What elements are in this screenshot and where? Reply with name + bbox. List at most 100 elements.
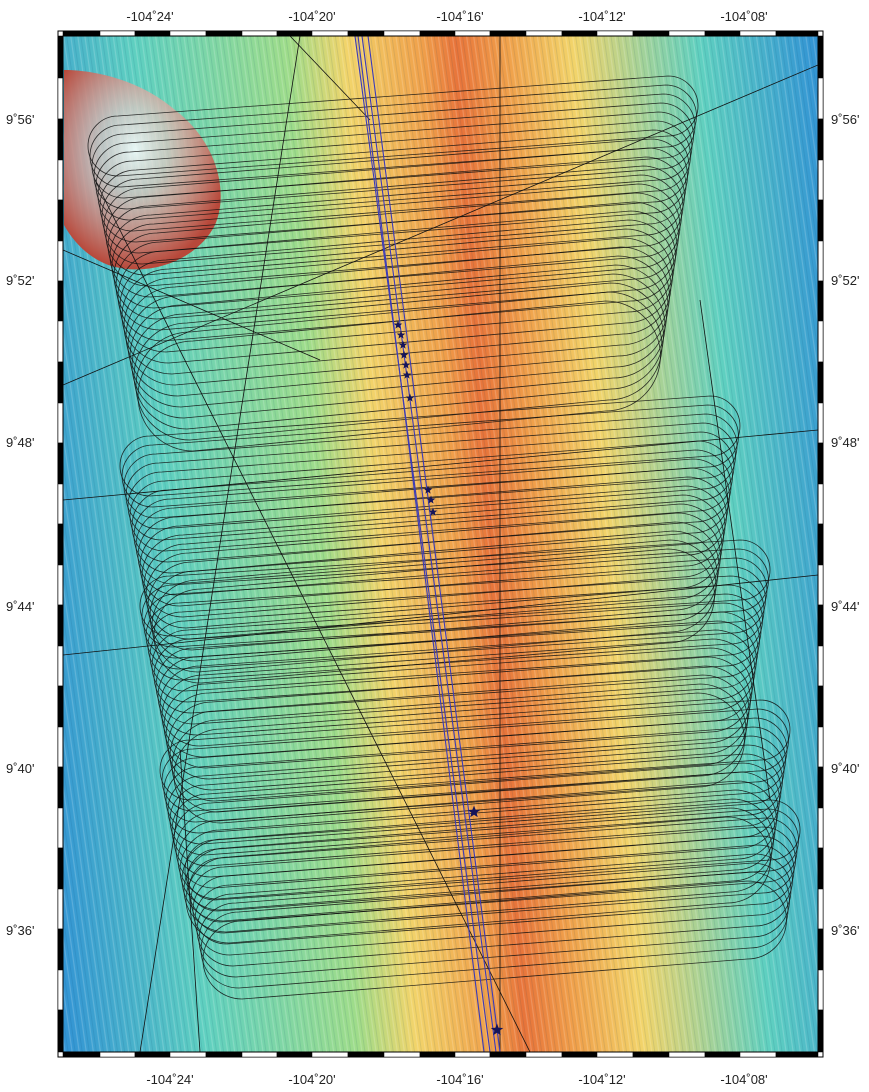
frame-bar-top (347, 30, 385, 37)
survey-track (200, 871, 789, 989)
event-star (490, 1023, 504, 1036)
axis-track (354, 36, 491, 1052)
survey-track (159, 699, 791, 801)
bottom-lon-label: -104˚24' (146, 1072, 193, 1087)
survey-track (177, 780, 777, 900)
survey-track (149, 530, 718, 662)
event-star (399, 350, 409, 359)
frame-bar-top (561, 30, 598, 37)
survey-track (135, 291, 663, 441)
survey-track (137, 300, 661, 452)
frame-bar-left (57, 442, 64, 485)
frame-bar-left (57, 726, 64, 768)
frame-bar-top (668, 30, 706, 37)
bottom-lon-label: -104˚08' (720, 1072, 767, 1087)
frame-bar-bottom (596, 1051, 634, 1058)
survey-track (151, 593, 762, 703)
transit-track (289, 36, 371, 121)
survey-track (153, 548, 715, 684)
survey-track (171, 683, 747, 813)
survey-track (121, 228, 673, 364)
frame-bar-left (57, 483, 64, 525)
frame-bar-bottom (311, 1051, 349, 1058)
frame-bar-bottom (383, 1051, 421, 1058)
frame-bar-top (311, 30, 349, 37)
frame-bar-right (817, 77, 824, 120)
frame-bar-bottom (62, 1051, 101, 1058)
frame-bar-right (817, 35, 824, 79)
survey-track (141, 548, 769, 648)
survey-track (115, 201, 678, 331)
frame-bar-right (817, 685, 824, 728)
survey-track (196, 853, 792, 967)
survey-track (119, 395, 741, 497)
frame-bar-right (817, 1009, 824, 1053)
transit-track (699, 299, 771, 801)
frame-bar-left (57, 685, 64, 728)
survey-track (192, 835, 795, 945)
survey-track (147, 521, 720, 651)
frame-bar-bottom (668, 1051, 706, 1058)
survey-track (99, 129, 690, 243)
right-lat-label: 9˚44' (831, 599, 860, 614)
survey-track (149, 584, 763, 692)
survey-track (169, 744, 783, 856)
right-lat-label: 9˚36' (831, 923, 860, 938)
event-star (401, 360, 411, 369)
survey-track (131, 273, 666, 419)
frame-bar-right (817, 361, 824, 404)
transit-track (179, 749, 201, 1052)
survey-tracks (63, 36, 818, 1052)
survey-track (127, 255, 669, 397)
axis-track (357, 36, 485, 1052)
survey-track (143, 557, 768, 659)
axis-track (361, 36, 497, 1052)
event-star (393, 320, 403, 329)
survey-track (190, 826, 796, 934)
frame-bar-top (276, 30, 313, 37)
frame-bar-top (489, 30, 527, 37)
frame-bar-right (817, 969, 824, 1011)
frame-bar-right (817, 564, 824, 606)
survey-track (151, 539, 717, 673)
frame-bar-top (99, 30, 136, 37)
survey-track (171, 753, 782, 867)
frame-bar-bottom (775, 1051, 819, 1058)
frame-bar-left (57, 320, 64, 363)
frame-bar-right (817, 240, 824, 282)
survey-track (157, 620, 757, 736)
event-star (405, 393, 415, 402)
survey-track (153, 602, 760, 714)
frame-bar-left (57, 118, 64, 161)
frame-bar-right (817, 442, 824, 485)
survey-track (139, 485, 726, 607)
frame-bar-top (704, 30, 741, 37)
frame-bar-left (57, 77, 64, 120)
frame-bar-right (817, 523, 824, 566)
frame-bar-right (817, 604, 824, 647)
event-star (428, 507, 438, 516)
event-star (398, 340, 408, 349)
event-star (467, 805, 481, 818)
frame-bar-left (57, 969, 64, 1011)
top-longitude-labels: -104˚24' -104˚20' -104˚16' -104˚12' -104… (126, 9, 767, 24)
survey-track (163, 647, 753, 769)
right-latitude-labels: 9˚56' 9˚52' 9˚48' 9˚44' 9˚40' 9˚36' (831, 112, 860, 938)
survey-track (123, 413, 738, 519)
frame-bar-bottom (454, 1051, 491, 1058)
survey-track (91, 93, 696, 199)
left-lat-label: 9˚56' (6, 112, 35, 127)
frame-bar-bottom (276, 1051, 313, 1058)
left-lat-label: 9˚36' (6, 923, 35, 938)
frame-bar-right (817, 483, 824, 525)
survey-track (133, 282, 664, 430)
frame-bar-top (454, 30, 491, 37)
survey-track (95, 111, 693, 221)
frame-bar-right (817, 928, 824, 971)
frame-bar-left (57, 402, 64, 444)
left-lat-label: 9˚40' (6, 761, 35, 776)
frame-bar-right (817, 726, 824, 768)
frame-bar-bottom (99, 1051, 136, 1058)
